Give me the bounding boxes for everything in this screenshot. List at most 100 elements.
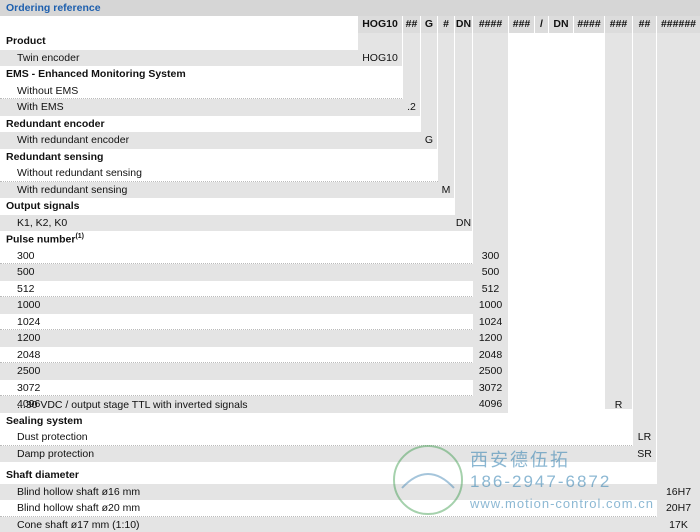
option-label: K1, K2, K0 (17, 216, 68, 229)
section-title: Product (6, 35, 46, 47)
row-separator (0, 180, 454, 182)
option-code: 1200 (478, 332, 503, 344)
option-code: 300 (481, 249, 500, 262)
option-label: Blind hollow shaft ø20 mm (17, 502, 141, 514)
column-strip (605, 16, 632, 409)
footnote-mark: (1) (75, 233, 84, 240)
option-code: G (424, 134, 434, 146)
option-code: 512 (481, 282, 500, 295)
watermark-website: www.motion-control.com.cn (470, 496, 654, 511)
option-label: 4096 (17, 398, 41, 410)
row-background (0, 49, 402, 66)
option-code: 17K (669, 518, 688, 531)
header-title: Ordering reference (6, 2, 101, 14)
column-strip (633, 16, 656, 462)
option-label: 2048 (17, 348, 41, 361)
option-code: DN (455, 216, 472, 229)
option-label: 1200 (17, 332, 41, 344)
option-code: 1000 (478, 299, 503, 311)
section-title: Shaft diameter (6, 469, 79, 481)
column-strip (421, 16, 437, 149)
option-label: 512 (17, 282, 35, 295)
option-code: 1024 (478, 315, 503, 328)
option-label: ...30 VDC / output stage TTL with invert… (17, 399, 248, 411)
row-separator (0, 395, 508, 396)
code-cell: G (421, 16, 437, 33)
option-code: 500 (481, 266, 500, 278)
watermark-logo (393, 445, 463, 515)
code-cell: / (535, 16, 548, 33)
code-cell: HOG10 (358, 16, 402, 33)
option-code: LR (637, 431, 652, 443)
section-title: Sealing system (6, 414, 83, 427)
option-code: 16H7 (665, 485, 692, 498)
row-background (0, 445, 656, 462)
option-code: 3072 (478, 381, 503, 394)
row-background (0, 330, 508, 347)
code-cell: DN (455, 16, 472, 33)
option-label: With redundant sensing (17, 183, 128, 196)
row-background (0, 214, 472, 231)
code-cell: ## (403, 16, 420, 33)
option-label: 2500 (17, 365, 41, 377)
row-separator (0, 98, 420, 99)
column-strip (473, 16, 508, 413)
option-code: SR (637, 447, 652, 460)
option-code: 2048 (478, 348, 503, 361)
section-title: Output signals (6, 200, 80, 212)
row-background (0, 483, 700, 500)
section-title: Redundant encoder (6, 117, 105, 130)
code-cell: ###### (657, 16, 700, 33)
row-background (0, 264, 508, 281)
option-code: M (441, 183, 451, 196)
option-label: Without redundant sensing (17, 167, 142, 179)
section-title: EMS - Enhanced Monitoring System (6, 68, 186, 80)
option-label: Without EMS (17, 84, 79, 97)
option-label: 1000 (17, 299, 41, 311)
section-title: Redundant sensing (6, 150, 104, 163)
row-background (0, 132, 437, 149)
column-strip (657, 16, 700, 532)
option-code: R (614, 399, 623, 411)
row-background (0, 516, 700, 532)
option-label: Dust protection (17, 431, 88, 443)
option-code: .2 (407, 101, 416, 113)
option-label: Twin encoder (17, 51, 80, 64)
code-cell: ### (509, 16, 534, 33)
section-title: Pulse number(1) (6, 233, 84, 246)
option-code: 2500 (478, 365, 503, 377)
code-cell: #### (574, 16, 604, 33)
header-bar (0, 0, 700, 16)
option-label: Blind hollow shaft ø16 mm (17, 485, 141, 498)
row-separator (0, 362, 508, 363)
option-label: Damp protection (17, 447, 95, 460)
option-label: 500 (17, 266, 35, 278)
row-separator (0, 263, 508, 264)
option-label: 1024 (17, 315, 41, 328)
option-code: 20H7 (665, 502, 692, 514)
column-strip (403, 16, 420, 116)
row-background (0, 181, 454, 198)
code-cell: DN (549, 16, 573, 33)
row-background (0, 396, 508, 413)
option-label: With redundant encoder (17, 134, 130, 146)
code-cell: #### (473, 16, 508, 33)
watermark-phone: 186-2947-6872 (470, 472, 612, 491)
column-strip (438, 16, 454, 198)
option-label: 3072 (17, 381, 41, 394)
row-separator (0, 515, 700, 517)
row-separator (0, 329, 508, 330)
row-separator (0, 444, 656, 446)
option-code: 4096 (478, 398, 503, 410)
code-cell: ### (605, 16, 632, 33)
option-label: Cone shaft ø17 mm (1:10) (17, 518, 140, 531)
option-label: 300 (17, 249, 35, 262)
option-label: With EMS (17, 101, 64, 113)
code-cell: ## (633, 16, 656, 33)
row-separator (0, 296, 508, 297)
watermark-company: 西安德伍拓 (470, 450, 570, 470)
row-background (0, 99, 420, 116)
code-cell: # (438, 16, 454, 33)
row-background (0, 297, 508, 314)
